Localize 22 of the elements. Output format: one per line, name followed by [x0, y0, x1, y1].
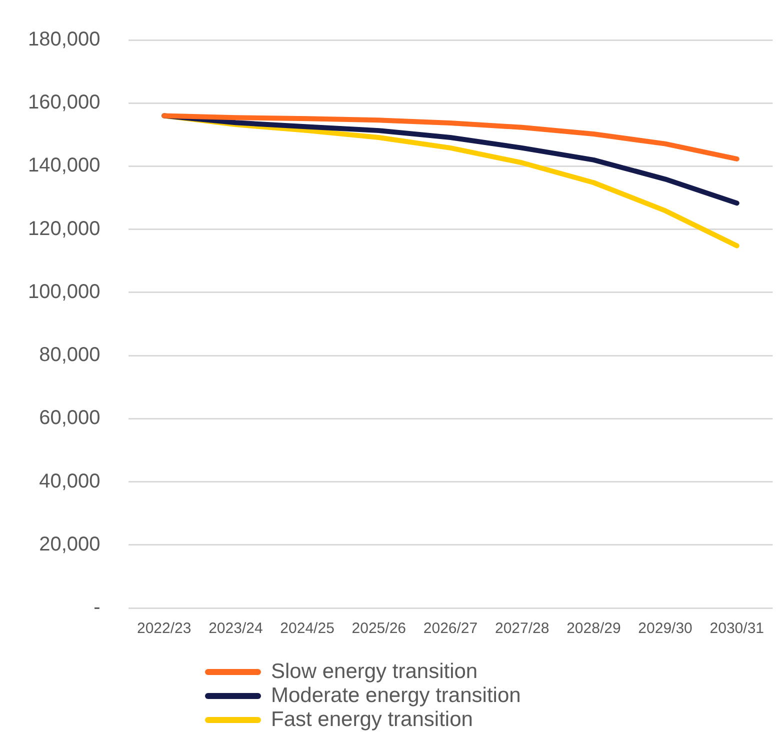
x-tick-label: 2028/29 — [566, 620, 621, 638]
x-tick-label: 2030/31 — [710, 620, 764, 638]
y-tick-label: 180,000 — [28, 28, 100, 51]
legend-label: Slow energy transition — [271, 660, 478, 684]
x-tick-label: 2029/30 — [638, 620, 692, 638]
x-tick-label: 2022/23 — [136, 620, 192, 638]
y-tick-label: 60,000 — [39, 407, 100, 430]
x-tick-label: 2025/26 — [352, 620, 406, 638]
y-tick-label: 80,000 — [39, 344, 100, 366]
y-tick-label: 160,000 — [28, 92, 100, 114]
x-tick-label: 2026/27 — [423, 620, 478, 638]
y-tick-label: 120,000 — [28, 218, 100, 240]
legend-label: Fast energy transition — [271, 708, 473, 732]
y-tick-label: 20,000 — [39, 533, 100, 556]
y-tick-label: - — [94, 596, 100, 619]
y-tick-label: 140,000 — [28, 154, 100, 177]
x-tick-label: 2023/24 — [208, 620, 263, 638]
y-tick-label: 40,000 — [39, 470, 100, 492]
x-tick-label: 2027/28 — [494, 620, 550, 638]
x-tick-label: 2024/25 — [280, 620, 334, 638]
y-tick-label: 100,000 — [28, 280, 100, 303]
legend-label: Moderate energy transition — [271, 684, 521, 708]
